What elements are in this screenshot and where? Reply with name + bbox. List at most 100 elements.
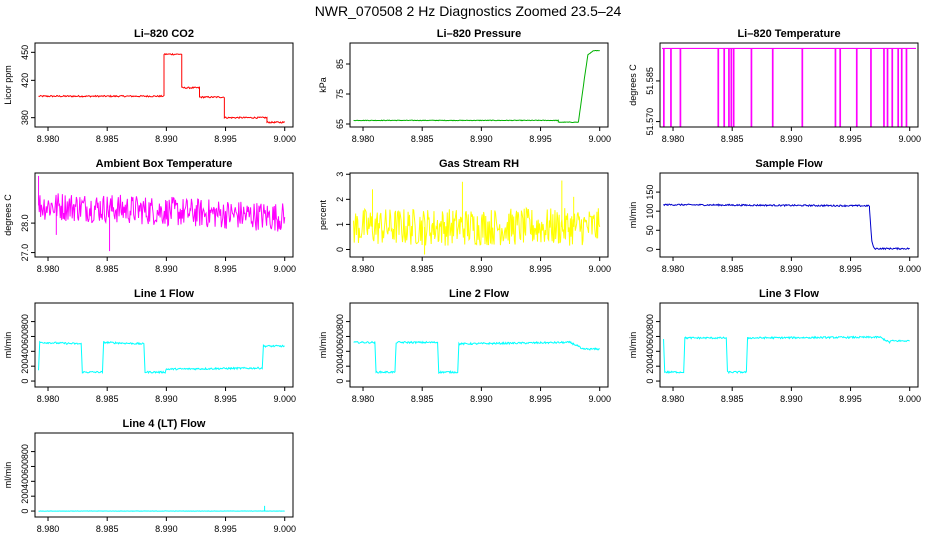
panel-gas-stream-rh-xtick-label-1: 8.985 [411,264,434,274]
panel-line-1-flow-frame [34,302,294,388]
panel-li-820-co2-xtick-label-1: 8.985 [96,134,119,144]
panel-li-820-pressure-xtick-label-3: 8.995 [529,134,552,144]
panel-li-820-temperature-ylabel: degrees C [628,64,638,106]
panel-ambient-box-temperature-ytick-label-0: 27.0 [20,244,30,262]
panel-line-2-flow-ytick-label-0: 0 [335,379,345,384]
panel-line-2-flow-ylabel: ml/min [318,332,328,359]
panel-li-820-co2-title: Li–820 CO2 [134,28,194,40]
panel-line-1-flow-xtick-label-0: 8.980 [37,394,60,404]
panel-sample-flow-ytick-label-1: 50 [645,225,655,235]
panel-ambient-box-temperature-ylabel: degrees C [3,194,13,236]
panel-ambient-box-temperature-xtick-label-0: 8.980 [37,264,60,274]
panel-li-820-co2-frame [34,42,294,128]
panel-li-820-temperature-xtick-label-0: 8.980 [662,134,685,144]
panel-li-820-pressure-ytick-label-1: 75 [335,89,345,99]
panel-gas-stream-rh-title: Gas Stream RH [439,158,519,170]
panel-line-3-flow-xtick-label-0: 8.980 [662,394,685,404]
panel-line-4-lt-flow-xtick-label-3: 8.995 [214,524,237,534]
panel-ambient-box-temperature-xtick-label-1: 8.985 [96,264,119,274]
panel-li-820-pressure-xtick-label-2: 8.990 [470,134,493,144]
panel-li-820-temperature-ytick-label-1: 51.585 [645,67,655,95]
panel-line-2-flow-xtick-label-1: 8.985 [411,394,434,404]
panel-gas-stream-rh-line [353,206,601,246]
panel-line-4-lt-flow-ylabel: ml/min [3,462,13,489]
panel-li-820-pressure-line [353,49,600,124]
panel-ambient-box-temperature-xtick-label-3: 8.995 [214,264,237,274]
panel-li-820-pressure-series [353,49,600,124]
panel-line-2-flow-xtick-label-4: 9.000 [588,394,611,404]
panel-gas-stream-rh-xtick-label-3: 8.995 [529,264,552,274]
panel-line-3-flow-series [663,335,910,375]
panel-line-4-lt-flow-xtick-label-0: 8.980 [37,524,60,534]
panel-line-4-lt-flow-ytick-label-3: 600 [20,459,30,474]
panel-line-1-flow-xtick-label-4: 9.000 [273,394,296,404]
panel-ambient-box-temperature-title: Ambient Box Temperature [96,158,233,170]
panel-li-820-co2-ylabel: Licor ppm [3,65,13,105]
panel-line-4-lt-flow-xtick-label-2: 8.990 [155,524,178,534]
panel-gas-stream-rh-frame [349,172,609,258]
panel-line-1-flow-ylabel: ml/min [3,332,13,359]
panel-line-4-lt-flow-frame [34,432,294,518]
panel-li-820-pressure-ytick-label-2: 85 [335,59,345,69]
panel-sample-flow-ylabel: ml/min [628,202,638,229]
panel-line-2-flow-xtick-label-0: 8.980 [352,394,375,404]
panel-li-820-pressure-xtick-label-4: 9.000 [588,134,611,144]
panel-line-2-flow-ytick-label-1: 200 [335,359,345,374]
panel-line-4-lt-flow-ytick-label-2: 400 [20,474,30,489]
panel-li-820-pressure-ylabel: kPa [318,77,328,93]
panel-li-820-pressure-frame [349,42,609,128]
panel-li-820-temperature-xtick-label-3: 8.995 [839,134,862,144]
panel-sample-flow-ytick-label-3: 150 [645,185,655,200]
panel-li-820-co2-xtick-label-3: 8.995 [214,134,237,144]
panel-line-3-flow: Line 3 Flow ml/min 8.980 8.985 8.990 8.995 9.0… [628,288,921,404]
panel-line-1-flow-ytick-label-3: 600 [20,329,30,344]
panel-line-1-flow-ytick-label-1: 200 [20,359,30,374]
panel-line-3-flow-xtick-label-2: 8.990 [780,394,803,404]
panel-line-2-flow-line [353,340,600,375]
panel-sample-flow: Sample Flow ml/min 8.980 8.985 8.990 8.995 9.0… [628,158,921,274]
panel-sample-flow-xtick-label-1: 8.985 [721,264,744,274]
panel-line-2-flow-frame [349,302,609,388]
panel-li-820-temperature-title: Li–820 Temperature [737,28,840,40]
panel-sample-flow-xtick-label-3: 8.995 [839,264,862,274]
panel-line-4-lt-flow: Line 4 (LT) Flow ml/min 8.980 8.985 8.990 8.9… [3,418,296,534]
panel-line-1-flow-title: Line 1 Flow [134,288,194,300]
panel-line-2-flow-series [353,340,600,375]
panel-li-820-temperature-xtick-label-2: 8.990 [780,134,803,144]
panel-line-1-flow-xtick-label-1: 8.985 [96,394,119,404]
panel-line-4-lt-flow-ytick-label-1: 200 [20,489,30,504]
panel-li-820-pressure-xtick-label-0: 8.980 [352,134,375,144]
panel-line-1-flow-xtick-label-2: 8.990 [155,394,178,404]
panel-line-2-flow: Line 2 Flow ml/min 8.980 8.985 8.990 8.995 9.0… [318,288,611,404]
panel-line-3-flow-xtick-label-1: 8.985 [721,394,744,404]
panel-li-820-temperature-frame [659,42,919,128]
panel-line-4-lt-flow-title: Line 4 (LT) Flow [123,418,206,430]
panel-ambient-box-temperature-xtick-label-2: 8.990 [155,264,178,274]
panel-line-1-flow-ytick-label-0: 0 [20,379,30,384]
panel-sample-flow-xtick-label-4: 9.000 [898,264,921,274]
panel-line-1-flow-ytick-label-2: 400 [20,344,30,359]
panel-line-2-flow-ytick-label-4: 800 [335,314,345,329]
panel-ambient-box-temperature-xtick-label-4: 9.000 [273,264,296,274]
panel-line-3-flow-ytick-label-4: 800 [645,314,655,329]
panel-line-3-flow-ytick-label-2: 400 [645,344,655,359]
panel-line-4-lt-flow-ytick-label-4: 800 [20,444,30,459]
panel-line-3-flow-frame [659,302,919,388]
panel-li-820-co2-series [38,52,286,124]
panel-line-3-flow-title: Line 3 Flow [759,288,819,300]
panel-line-3-flow-ytick-label-0: 0 [645,379,655,384]
panel-sample-flow-title: Sample Flow [755,158,823,170]
panel-line-1-flow-series [38,340,285,375]
panel-sample-flow-ytick-label-0: 0 [645,247,655,252]
panel-li-820-pressure: Li–820 Pressure kPa 8.980 8.985 8.990 8.995 9.… [318,28,611,144]
panel-sample-flow-line [663,203,910,251]
panel-li-820-co2-xtick-label-2: 8.990 [155,134,178,144]
panel-li-820-co2-ytick-label-2: 450 [20,45,30,60]
panel-li-820-temperature: Li–820 Temperature degrees C 8.980 8.985 8.9… [628,28,921,144]
panel-li-820-co2: Li–820 CO2 Licor ppm 8.980 8.985 8.990 8.995 9… [3,28,296,144]
panel-li-820-co2-xtick-label-0: 8.980 [37,134,60,144]
panel-li-820-temperature-series [662,47,916,127]
panel-li-820-co2-ytick-label-1: 420 [20,73,30,88]
panel-line-2-flow-xtick-label-2: 8.990 [470,394,493,404]
